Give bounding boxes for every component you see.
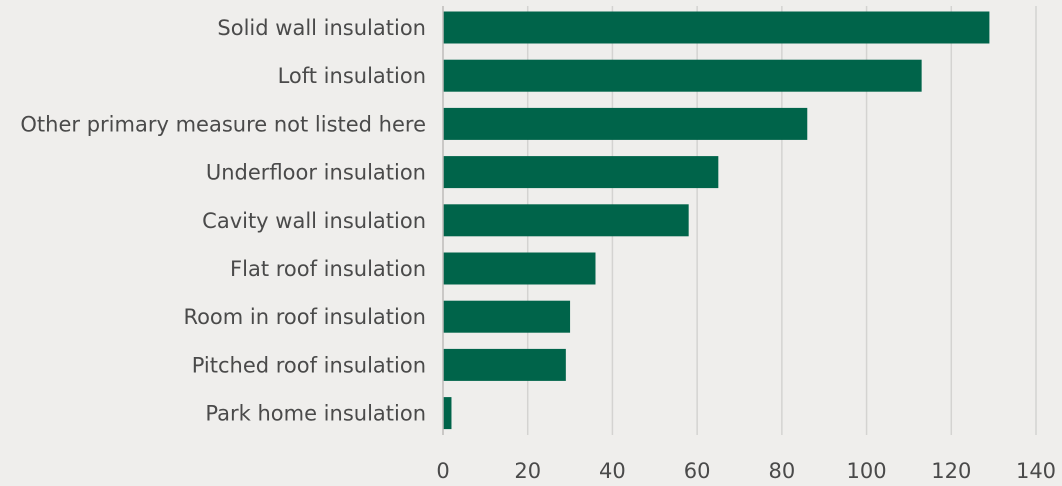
bar-underfloor-insulation [443, 156, 719, 189]
bars [443, 11, 990, 430]
x-tick-label-120: 120 [931, 459, 971, 483]
x-tick-label-40: 40 [599, 459, 626, 483]
x-tick-label-100: 100 [847, 459, 887, 483]
bar-other-primary-measure-not-listed-here [443, 107, 808, 140]
category-label: Loft insulation [278, 64, 426, 88]
bar-solid-wall-insulation [443, 11, 990, 44]
x-tick-label-80: 80 [768, 459, 795, 483]
x-tick-label-60: 60 [684, 459, 711, 483]
category-labels: Solid wall insulation Loft insulation Othe… [20, 16, 426, 426]
category-label: Underfloor insulation [206, 161, 426, 185]
bar-flat-roof-insulation [443, 252, 596, 285]
category-label: Solid wall insulation [217, 16, 426, 40]
category-label: Other primary measure not listed here [20, 112, 426, 136]
category-label: Pitched roof insulation [192, 353, 426, 377]
category-label: Cavity wall insulation [202, 209, 426, 233]
x-tick-labels: 0 20 40 60 80 100 120 140 [436, 459, 1056, 483]
category-label: Room in roof insulation [183, 305, 426, 329]
bar-room-in-roof-insulation [443, 300, 571, 333]
bar-park-home-insulation [443, 397, 452, 430]
bar-loft-insulation [443, 59, 922, 92]
bar-pitched-roof-insulation [443, 348, 566, 381]
category-label: Park home insulation [205, 402, 426, 426]
x-tick-label-0: 0 [436, 459, 449, 483]
x-tick-label-20: 20 [514, 459, 541, 483]
category-label: Flat roof insulation [230, 257, 426, 281]
x-tick-label-140: 140 [1016, 459, 1056, 483]
bar-cavity-wall-insulation [443, 204, 689, 237]
